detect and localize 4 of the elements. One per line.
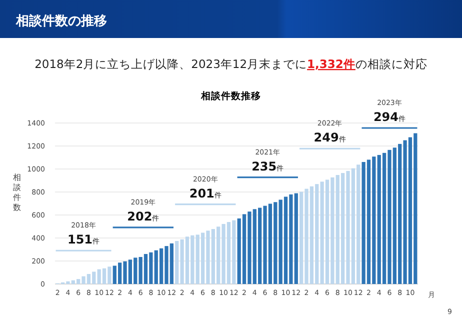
text: 相談件数推移 <box>200 90 261 102</box>
y-axis-title: 相談件数 <box>13 173 21 212</box>
chart-title: 相談件数の推移 <box>15 13 107 29</box>
chart-subtitle: 2018年2月に立ち上げ以降、2023年12月末までに1,332件の相談に対応 <box>34 57 428 71</box>
